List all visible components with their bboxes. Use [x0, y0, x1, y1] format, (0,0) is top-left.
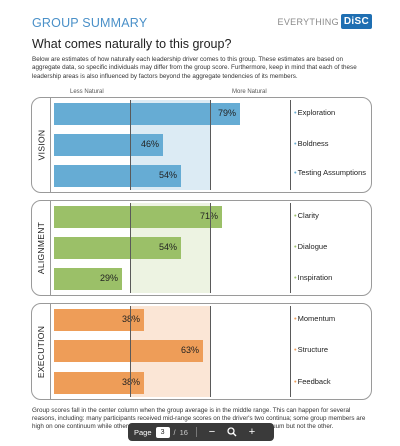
vision-drivers: • Exploration • Boldness • Testing Assumpti… — [294, 98, 371, 192]
driver-feedback: • Feedback — [294, 377, 331, 386]
bar-dialogue: 54% — [54, 237, 181, 259]
driver-testing-assumptions: • Testing Assumptions — [294, 168, 367, 177]
bar-value: 54% — [158, 242, 177, 252]
bar-value: 46% — [140, 139, 159, 149]
execution-drivers: • Momentum • Structure • Feedback — [294, 304, 371, 399]
scale-more-natural: More Natural — [232, 89, 267, 95]
driver-clarity: • Clarity — [294, 211, 319, 220]
lower-threshold-line — [130, 203, 131, 293]
page-total: 16 — [179, 427, 188, 437]
bar-value: 71% — [199, 211, 218, 221]
page-title: GROUP SUMMARY — [32, 16, 148, 30]
upper-threshold-line — [210, 306, 211, 397]
search-icon — [227, 427, 237, 437]
vision-plot: 79% 46% 54% — [54, 100, 291, 190]
execution-plot: 38% 63% 38% — [54, 306, 291, 397]
pdf-page-toolbar: Page 3 / 16 − + — [128, 423, 274, 441]
bar-value: 29% — [99, 273, 118, 283]
lower-threshold-line — [130, 100, 131, 190]
bar-inspiration: 29% — [54, 268, 122, 290]
vision-label: VISION — [36, 129, 46, 161]
driver-boldness: • Boldness — [294, 139, 329, 148]
page-separator: / — [173, 427, 176, 437]
driver-exploration: • Exploration — [294, 108, 336, 117]
lower-threshold-line — [130, 306, 131, 397]
upper-threshold-line — [210, 100, 211, 190]
execution-section: EXECUTION 38% 63% 38% •Momentum •Structu… — [31, 303, 372, 400]
alignment-label: ALIGNMENT — [36, 221, 47, 275]
vision-section: VISION 79% 46% 54% • Exploration • Boldnes… — [31, 97, 372, 193]
page-number-input[interactable]: 3 — [155, 426, 170, 438]
zoom-in-button[interactable]: + — [248, 426, 256, 438]
logo-text: EVERYTHING — [277, 16, 339, 27]
bar-exploration: 79% — [54, 103, 240, 125]
bar-testing-assumptions: 54% — [54, 165, 181, 187]
driver-dialogue: • Dialogue — [294, 242, 328, 251]
section-question: What comes naturally to this group? — [32, 37, 232, 51]
driver-momentum: • Momentum — [294, 314, 336, 323]
report-header: GROUP SUMMARY EVERYTHING DiSC — [32, 14, 372, 32]
alignment-plot: 71% 54% 29% — [54, 203, 291, 293]
execution-label: EXECUTION — [36, 325, 47, 378]
zoom-button[interactable] — [225, 425, 239, 439]
scale-less-natural: Less Natural — [70, 89, 104, 95]
everything-disc-logo: EVERYTHING DiSC — [278, 14, 372, 29]
bar-clarity: 71% — [54, 206, 222, 228]
alignment-section: ALIGNMENT 71% 54% 29% • Clarity • Dialogue… — [31, 200, 372, 296]
bar-structure: 63% — [54, 340, 203, 362]
driver-inspiration: • Inspiration — [294, 273, 333, 282]
alignment-drivers: • Clarity • Dialogue • Inspiration — [294, 201, 371, 295]
bar-value: 54% — [158, 170, 177, 180]
logo-badge: DiSC — [340, 14, 372, 29]
page-label: Page — [134, 427, 152, 437]
zoom-out-button[interactable]: − — [208, 426, 216, 438]
bar-value: 79% — [217, 108, 236, 118]
bar-value: 63% — [180, 345, 199, 355]
upper-threshold-line — [210, 203, 211, 293]
driver-structure: • Structure — [294, 345, 329, 354]
intro-paragraph: Below are estimates of how naturally eac… — [32, 56, 357, 80]
bar-boldness: 46% — [54, 134, 163, 156]
